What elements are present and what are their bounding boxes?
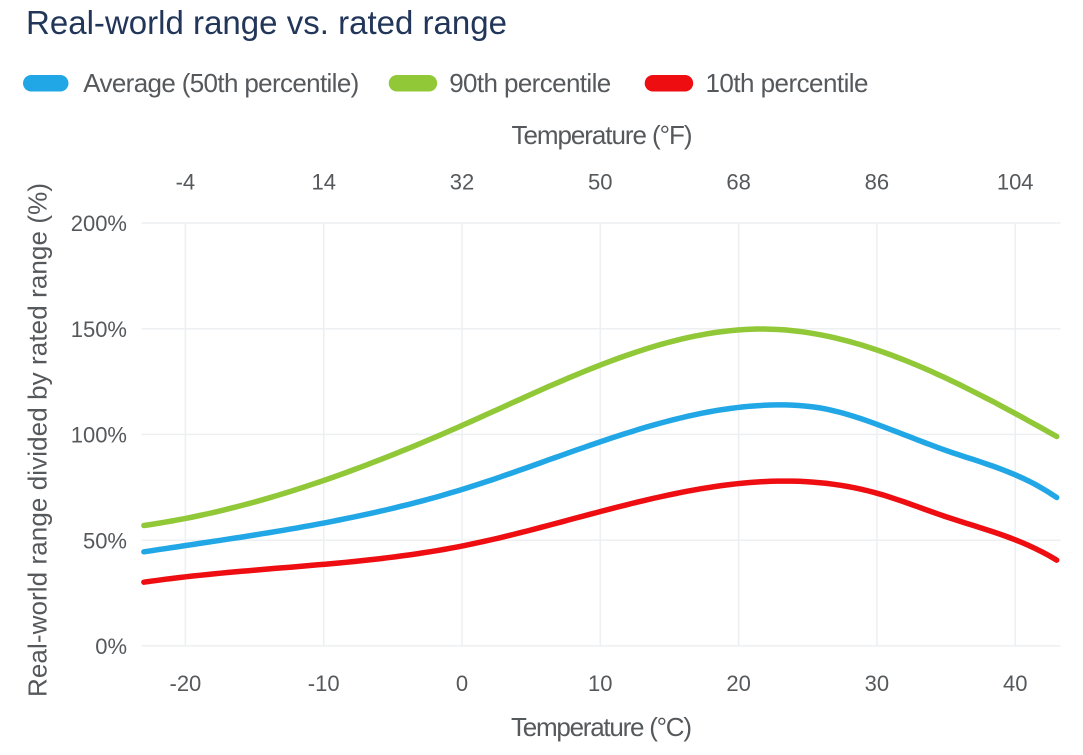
svg-text:10: 10 — [588, 671, 612, 696]
svg-text:50%: 50% — [83, 528, 127, 553]
svg-text:14: 14 — [311, 170, 335, 195]
svg-text:-20: -20 — [170, 671, 202, 696]
svg-text:32: 32 — [450, 170, 474, 195]
svg-text:Real-world range vs. rated ran: Real-world range vs. rated range — [26, 4, 507, 41]
svg-text:-4: -4 — [176, 170, 196, 195]
svg-text:200%: 200% — [71, 211, 127, 236]
svg-text:104: 104 — [997, 170, 1034, 195]
svg-text:50: 50 — [588, 170, 612, 195]
svg-text:68: 68 — [726, 170, 750, 195]
svg-text:86: 86 — [865, 170, 889, 195]
svg-text:150%: 150% — [71, 317, 127, 342]
svg-text:90th percentile: 90th percentile — [449, 68, 611, 98]
svg-text:Temperature (°F): Temperature (°F) — [512, 120, 693, 150]
svg-text:30: 30 — [865, 671, 889, 696]
svg-text:0: 0 — [456, 671, 468, 696]
svg-text:10th percentile: 10th percentile — [706, 68, 869, 98]
svg-text:40: 40 — [1003, 671, 1027, 696]
svg-text:20: 20 — [726, 671, 750, 696]
svg-text:Temperature (°C): Temperature (°C) — [511, 712, 692, 742]
svg-text:100%: 100% — [71, 423, 127, 448]
svg-text:0%: 0% — [95, 634, 127, 659]
svg-text:Average (50th percentile): Average (50th percentile) — [83, 68, 359, 98]
svg-text:Real-world range divided by ra: Real-world range divided by rated range … — [23, 183, 53, 697]
svg-text:-10: -10 — [308, 671, 340, 696]
